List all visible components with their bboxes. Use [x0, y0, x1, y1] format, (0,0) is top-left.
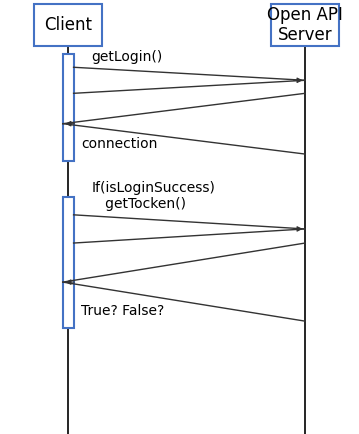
Text: connection: connection: [81, 137, 157, 151]
Text: getLogin(): getLogin(): [92, 50, 163, 64]
Text: Open API
Server: Open API Server: [267, 6, 343, 44]
FancyBboxPatch shape: [63, 54, 74, 161]
Text: Client: Client: [44, 16, 92, 34]
Text: If(isLoginSuccess)
   getTocken(): If(isLoginSuccess) getTocken(): [92, 181, 215, 211]
FancyBboxPatch shape: [63, 197, 74, 328]
Text: True? False?: True? False?: [81, 304, 164, 318]
FancyBboxPatch shape: [271, 4, 339, 46]
FancyBboxPatch shape: [34, 4, 102, 46]
